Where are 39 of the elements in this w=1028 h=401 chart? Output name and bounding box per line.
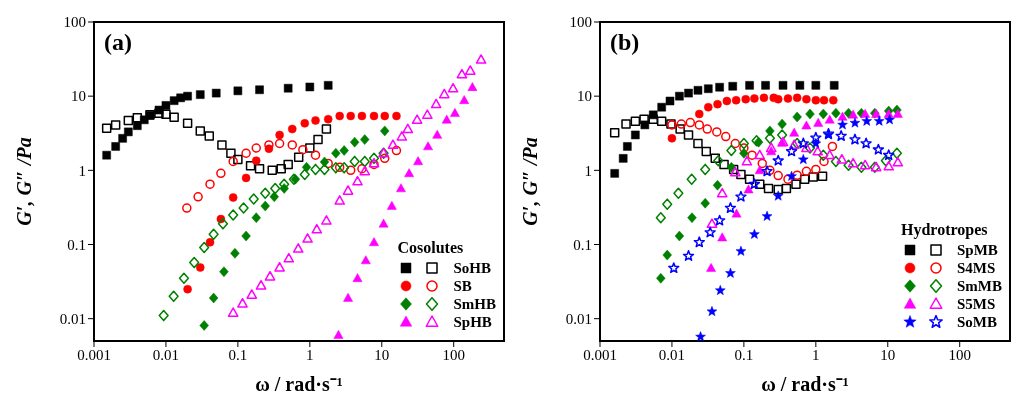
x-tick-label: 10: [880, 346, 896, 363]
x-tick-label: 0.01: [658, 346, 686, 363]
x-tick-label: 1: [812, 346, 820, 363]
legend-title: Hydrotropes: [901, 221, 989, 239]
x-tick-label: 1: [306, 346, 314, 363]
y-tick-label: 100: [63, 14, 86, 31]
legend-label: SpMB: [957, 241, 998, 259]
legend-label: SmHB: [453, 295, 496, 313]
y-tick-label: 0.1: [67, 236, 86, 253]
legend-label: SmMB: [957, 277, 1002, 295]
y-tick-label: 1: [584, 162, 592, 179]
x-tick-label: 0.01: [152, 346, 180, 363]
legend-label: SpHB: [453, 313, 492, 331]
legend-label: S5MS: [957, 295, 996, 313]
y-tick-label: 10: [71, 88, 86, 105]
x-axis-title: ω / rad·s⁻¹: [255, 373, 343, 395]
legend-label: S4MS: [957, 259, 996, 277]
y-axis-title: G′, G″ /Pa: [13, 137, 36, 226]
x-axis-title: ω / rad·s⁻¹: [761, 373, 849, 395]
legend-label: SoHB: [453, 259, 491, 277]
y-tick-label: 10: [577, 88, 592, 105]
y-tick-label: 1: [78, 162, 86, 179]
x-tick-label: 10: [374, 346, 390, 363]
y-tick-label: 100: [569, 14, 592, 31]
annotation: (a): [104, 29, 132, 55]
x-tick-label: 100: [948, 346, 971, 363]
x-tick-label: 0.1: [734, 346, 754, 363]
y-tick-label: 0.1: [573, 236, 592, 253]
y-tick-label: 0.01: [59, 311, 86, 327]
y-axis-title: G′, G″ /Pa: [519, 137, 542, 226]
x-tick-label: 0.001: [583, 346, 617, 363]
legend-label: SB: [453, 277, 472, 295]
y-tick-label: 0.01: [565, 311, 592, 327]
x-tick-label: 100: [442, 346, 465, 363]
x-tick-label: 0.001: [77, 346, 111, 363]
x-tick-label: 0.1: [228, 346, 248, 363]
legend-title: Cosolutes: [397, 239, 465, 257]
annotation: (b): [610, 29, 640, 55]
legend-label: SoMB: [957, 313, 998, 331]
